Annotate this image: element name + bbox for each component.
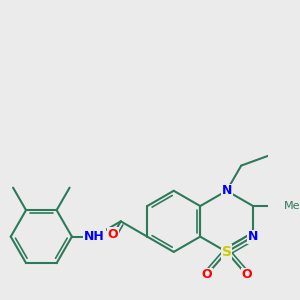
Text: NH: NH [84, 230, 105, 243]
Text: O: O [241, 268, 252, 281]
Text: O: O [202, 268, 212, 281]
Text: Me: Me [284, 201, 300, 211]
Text: N: N [248, 230, 258, 243]
Text: N: N [221, 184, 232, 197]
Text: O: O [108, 228, 118, 241]
Text: S: S [222, 245, 232, 259]
